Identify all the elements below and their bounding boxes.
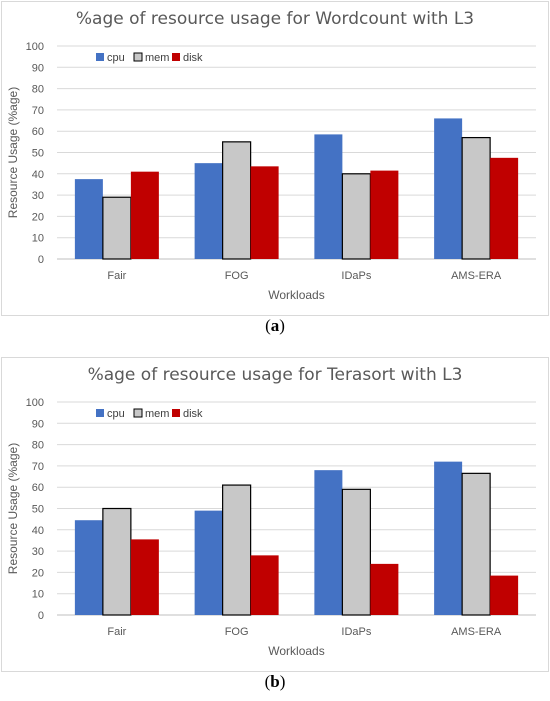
x-tick-label: Fair bbox=[107, 626, 126, 638]
legend-swatch-disk bbox=[172, 53, 180, 61]
legend-swatch-cpu bbox=[96, 53, 104, 61]
bar-mem-fair bbox=[102, 196, 132, 260]
y-tick-label: 60 bbox=[32, 126, 44, 138]
y-tick-label: 40 bbox=[32, 525, 44, 537]
y-tick-label: 70 bbox=[32, 105, 44, 117]
legend-label-cpu: cpu bbox=[107, 408, 125, 420]
legend-swatch-mem bbox=[133, 408, 143, 418]
x-axis-label: Workloads bbox=[268, 288, 324, 302]
y-tick-label: 60 bbox=[32, 482, 44, 494]
bar-cpu-fog bbox=[194, 510, 223, 615]
bar-cpu-ams-era bbox=[434, 118, 463, 259]
y-tick-label: 0 bbox=[38, 610, 44, 622]
legend-label-mem: mem bbox=[145, 52, 169, 64]
bar-disk-fair bbox=[130, 171, 159, 259]
bar-disk-ams-era bbox=[490, 575, 519, 615]
x-tick-label: IDaPs bbox=[341, 270, 371, 282]
bar-cpu-idaps bbox=[314, 470, 343, 615]
legend-label-mem: mem bbox=[145, 408, 169, 420]
caption-b-letter: b bbox=[270, 672, 280, 691]
y-tick-label: 50 bbox=[32, 504, 44, 516]
y-tick-label: 10 bbox=[32, 589, 44, 601]
y-tick-label: 40 bbox=[32, 169, 44, 181]
bar-chart-wordcount: %age of resource usage for Wordcount wit… bbox=[1, 1, 549, 316]
bar-cpu-fair bbox=[74, 520, 103, 615]
legend-swatch-disk bbox=[172, 409, 180, 417]
y-axis-label: Resource Usage (%age) bbox=[6, 87, 20, 218]
bar-mem-ams-era bbox=[461, 472, 491, 616]
bar-cpu-idaps bbox=[314, 134, 343, 259]
y-tick-label: 100 bbox=[26, 397, 44, 409]
legend-swatch-mem bbox=[133, 52, 143, 62]
x-tick-label: AMS-ERA bbox=[451, 270, 502, 282]
y-tick-label: 10 bbox=[32, 233, 44, 245]
bar-disk-fog bbox=[250, 166, 279, 259]
bar-mem-fog bbox=[222, 484, 252, 616]
bar-mem-ams-era bbox=[461, 136, 491, 260]
caption-b: (b) bbox=[264, 672, 286, 691]
bar-cpu-ams-era bbox=[434, 461, 463, 615]
y-tick-label: 50 bbox=[32, 148, 44, 160]
y-tick-label: 30 bbox=[32, 190, 44, 202]
caption-a: (a) bbox=[265, 316, 285, 335]
y-tick-label: 0 bbox=[38, 254, 44, 266]
bar-mem-idaps bbox=[341, 488, 371, 616]
y-tick-label: 100 bbox=[26, 41, 44, 53]
legend-label-disk: disk bbox=[183, 52, 203, 64]
y-tick-label: 80 bbox=[32, 440, 44, 452]
bar-mem-idaps bbox=[341, 173, 371, 260]
y-tick-label: 20 bbox=[32, 567, 44, 579]
y-tick-label: 90 bbox=[32, 418, 44, 430]
caption-a-letter: a bbox=[270, 316, 280, 335]
bar-chart-terasort: %age of resource usage for Terasort with… bbox=[1, 357, 549, 672]
bar-cpu-fair bbox=[74, 179, 103, 259]
chart-frame bbox=[1, 1, 549, 316]
x-tick-label: IDaPs bbox=[341, 626, 371, 638]
y-tick-label: 70 bbox=[32, 461, 44, 473]
chart-panel-a: %age of resource usage for Wordcount wit… bbox=[0, 0, 550, 345]
y-tick-label: 90 bbox=[32, 62, 44, 74]
legend-swatch-cpu bbox=[96, 409, 104, 417]
bar-disk-fog bbox=[250, 555, 279, 615]
y-axis-label: Resource Usage (%age) bbox=[6, 443, 20, 574]
chart-title: %age of resource usage for Terasort with… bbox=[88, 365, 463, 385]
bar-disk-idaps bbox=[370, 563, 399, 615]
chart-frame bbox=[1, 357, 549, 672]
chart-panel-b: %age of resource usage for Terasort with… bbox=[0, 356, 550, 701]
x-tick-label: AMS-ERA bbox=[451, 626, 502, 638]
x-axis-label: Workloads bbox=[268, 644, 324, 658]
y-tick-label: 80 bbox=[32, 84, 44, 96]
bar-disk-fair bbox=[130, 539, 159, 615]
bar-disk-idaps bbox=[370, 170, 399, 259]
x-tick-label: Fair bbox=[107, 270, 126, 282]
bar-cpu-fog bbox=[194, 163, 223, 259]
bar-disk-ams-era bbox=[490, 157, 519, 259]
chart-title: %age of resource usage for Wordcount wit… bbox=[76, 9, 474, 29]
x-tick-label: FOG bbox=[225, 270, 249, 282]
y-tick-label: 30 bbox=[32, 546, 44, 558]
legend-label-cpu: cpu bbox=[107, 52, 125, 64]
bar-mem-fog bbox=[222, 141, 252, 260]
x-tick-label: FOG bbox=[225, 626, 249, 638]
y-tick-label: 20 bbox=[32, 211, 44, 223]
bar-mem-fair bbox=[102, 507, 132, 616]
legend-label-disk: disk bbox=[183, 408, 203, 420]
